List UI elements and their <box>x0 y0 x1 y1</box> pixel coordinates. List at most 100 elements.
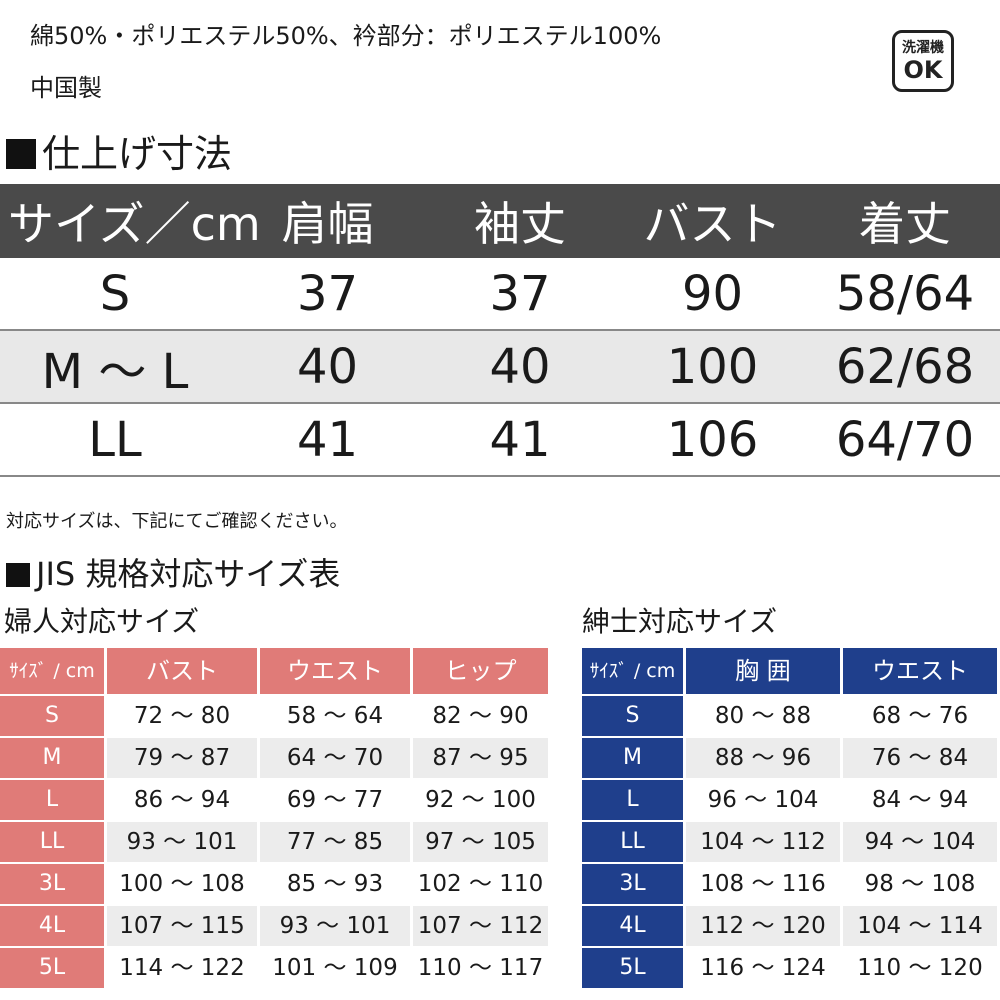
table-row: S 80 ～ 88 68 ～ 76 <box>582 696 1000 738</box>
size-cell: L <box>582 780 686 822</box>
table-row: L 86 ～ 94 69 ～ 77 92 ～ 100 <box>0 780 551 822</box>
table-row: 3L 100 ～ 108 85 ～ 93 102 ～ 110 <box>0 864 551 906</box>
value-cell: 88 ～ 96 <box>686 738 843 780</box>
table-row: 4L 112 ～ 120 104 ～ 114 <box>582 906 1000 948</box>
value-cell: 69 ～ 77 <box>260 780 413 822</box>
size-cell: 5L <box>582 948 686 990</box>
size-cell: S <box>99 265 131 322</box>
value-cell: 41 <box>489 411 551 468</box>
value-cell: 116 ～ 124 <box>686 948 843 990</box>
value-cell: 76 ～ 84 <box>843 738 1000 780</box>
table-row: 5L 114 ～ 122 101 ～ 109 110 ～ 117 <box>0 948 551 990</box>
table-row: LL 104 ～ 112 94 ～ 104 <box>582 822 1000 864</box>
size-cell: S <box>582 696 686 738</box>
size-note: 対応サイズは、下記にてご確認ください。 <box>6 511 348 532</box>
header-cell: ｻｲｽﾞ / cm <box>582 648 686 696</box>
finished-size-table: サイズ／cm 肩幅 袖丈 バスト 着丈 S 37 37 90 58/64 M ～ L 40 40 100 6… <box>0 184 1000 477</box>
value-cell: 86 ～ 94 <box>107 780 260 822</box>
value-cell: 94 ～ 104 <box>843 822 1000 864</box>
value-cell: 93 ～ 101 <box>260 906 413 948</box>
header-cell: ウエスト <box>843 648 1000 696</box>
value-cell: 97 ～ 105 <box>413 822 551 864</box>
value-cell: 100 <box>666 338 759 395</box>
value-cell: 98 ～ 108 <box>843 864 1000 906</box>
header-cell: 着丈 <box>859 197 951 251</box>
size-cell: M <box>582 738 686 780</box>
size-cell: L <box>0 780 107 822</box>
value-cell: 62/68 <box>835 338 975 395</box>
value-cell: 112 ～ 120 <box>686 906 843 948</box>
material-text: 綿50%・ポリエステル50%、衿部分：ポリエステル100% <box>30 22 662 50</box>
men-size-table: ｻｲｽﾞ / cm 胸 囲ウエスト S 80 ～ 88 68 ～ 76 M 88 ～ 96 7… <box>582 648 1000 990</box>
value-cell: 104 ～ 114 <box>843 906 1000 948</box>
table-row: M 88 ～ 96 76 ～ 84 <box>582 738 1000 780</box>
table-row: S 72 ～ 80 58 ～ 64 82 ～ 90 <box>0 696 551 738</box>
value-cell: 37 <box>296 265 359 322</box>
value-cell: 85 ～ 93 <box>260 864 413 906</box>
size-cell: M ～ L <box>41 343 189 400</box>
washing-machine-ok-badge: 洗濯機 OK <box>892 30 954 92</box>
size-cell: 3L <box>582 864 686 906</box>
value-cell: 104 ～ 112 <box>686 822 843 864</box>
value-cell: 79 ～ 87 <box>107 738 260 780</box>
table-row: 4L 107 ～ 115 93 ～ 101 107 ～ 112 <box>0 906 551 948</box>
value-cell: 96 ～ 104 <box>686 780 843 822</box>
size-cell: 4L <box>582 906 686 948</box>
value-cell: 108 ～ 116 <box>686 864 843 906</box>
size-cell: LL <box>0 822 107 864</box>
value-cell: 107 ～ 115 <box>107 906 260 948</box>
value-cell: 107 ～ 112 <box>413 906 551 948</box>
table-row: S 37 37 90 58/64 <box>0 258 1000 331</box>
header-cell: ウエスト <box>260 648 413 696</box>
value-cell: 40 <box>296 338 359 395</box>
value-cell: 110 ～ 117 <box>413 948 551 990</box>
jis-title: JIS 規格対応サイズ表 <box>36 555 341 593</box>
value-cell: 41 <box>296 411 359 468</box>
wash-badge-line1: 洗濯機 <box>902 40 944 56</box>
value-cell: 87 ～ 95 <box>413 738 551 780</box>
square-bullet-icon <box>6 563 30 587</box>
value-cell: 92 ～ 100 <box>413 780 551 822</box>
table-row: LL 93 ～ 101 77 ～ 85 97 ～ 105 <box>0 822 551 864</box>
jis-heading: JIS 規格対応サイズ表 <box>6 552 340 596</box>
value-cell: 82 ～ 90 <box>413 696 551 738</box>
finished-size-title: 仕上げ寸法 <box>42 132 233 176</box>
header-cell: ｻｲｽﾞ / cm <box>0 648 107 696</box>
women-size-table: ｻｲｽﾞ / cm バスト ウエスト ヒップ S 72 ～ 80 58 ～ 64 82 ～ 9… <box>0 648 551 990</box>
value-cell: 80 ～ 88 <box>686 696 843 738</box>
value-cell: 40 <box>489 338 551 395</box>
wash-badge-line2: OK <box>903 56 943 84</box>
header-cell: バスト <box>643 197 782 251</box>
women-size-title: 婦人対応サイズ <box>4 605 200 638</box>
value-cell: 101 ～ 109 <box>260 948 413 990</box>
size-cell: 4L <box>0 906 107 948</box>
value-cell: 110 ～ 120 <box>843 948 1000 990</box>
value-cell: 68 ～ 76 <box>843 696 1000 738</box>
size-cell: LL <box>582 822 686 864</box>
origin-text: 中国製 <box>30 74 102 102</box>
table-row: M 79 ～ 87 64 ～ 70 87 ～ 95 <box>0 738 551 780</box>
size-cell: 3L <box>0 864 107 906</box>
header-cell: 胸 囲 <box>686 648 843 696</box>
value-cell: 106 <box>666 411 759 468</box>
header-cell: ヒップ <box>413 648 551 696</box>
table-row: 3L 108 ～ 116 98 ～ 108 <box>582 864 1000 906</box>
size-cell: S <box>0 696 107 738</box>
value-cell: 58/64 <box>835 265 975 322</box>
value-cell: 93 ～ 101 <box>107 822 260 864</box>
table-row: M ～ L 40 40 100 62/68 <box>0 331 1000 404</box>
value-cell: 37 <box>489 265 551 322</box>
value-cell: 64 ～ 70 <box>260 738 413 780</box>
value-cell: 100 ～ 108 <box>107 864 260 906</box>
table-row: L 96 ～ 104 84 ～ 94 <box>582 780 1000 822</box>
table-header-row: ｻｲｽﾞ / cm 胸 囲ウエスト <box>582 648 1000 696</box>
table-header-row: ｻｲｽﾞ / cm バスト ウエスト ヒップ <box>0 648 551 696</box>
value-cell: 102 ～ 110 <box>413 864 551 906</box>
header-cell: 肩幅 <box>281 197 374 251</box>
value-cell: 90 <box>681 265 744 322</box>
finished-size-heading: 仕上げ寸法 <box>6 132 232 176</box>
size-cell: 5L <box>0 948 107 990</box>
value-cell: 58 ～ 64 <box>260 696 413 738</box>
value-cell: 77 ～ 85 <box>260 822 413 864</box>
men-size-title: 紳士対応サイズ <box>582 605 778 638</box>
